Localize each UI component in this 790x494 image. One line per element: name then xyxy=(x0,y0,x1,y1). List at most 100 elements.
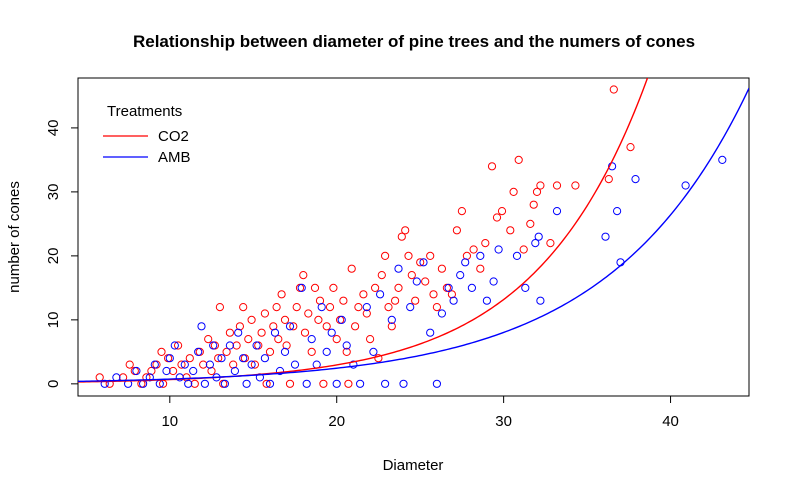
data-point xyxy=(194,347,203,356)
plot-area-frame xyxy=(77,77,750,397)
data-point xyxy=(332,379,341,388)
x-tick-label: 30 xyxy=(495,413,512,430)
data-point xyxy=(260,354,269,363)
data-point xyxy=(132,366,141,376)
data-point xyxy=(307,347,316,356)
data-point xyxy=(220,379,229,388)
data-point xyxy=(461,258,470,267)
data-point xyxy=(681,181,690,190)
data-point xyxy=(300,328,310,337)
data-point xyxy=(215,303,224,312)
data-point xyxy=(244,335,253,344)
data-point xyxy=(130,366,139,376)
data-point xyxy=(487,162,497,171)
series-co2 xyxy=(95,85,635,388)
data-point xyxy=(397,232,406,241)
data-point xyxy=(394,264,403,273)
data-point xyxy=(482,296,491,305)
data-point xyxy=(147,366,156,376)
data-point xyxy=(371,283,380,292)
data-point xyxy=(401,226,410,235)
data-point xyxy=(469,245,478,254)
data-point xyxy=(336,315,345,324)
legend-label-co2: CO2 xyxy=(158,128,189,145)
data-point xyxy=(280,347,290,356)
data-point xyxy=(412,277,421,286)
data-point xyxy=(342,347,351,356)
data-point xyxy=(242,379,251,388)
data-point xyxy=(476,251,485,260)
legend: Treatments CO2 AMB xyxy=(103,103,191,166)
data-point xyxy=(344,379,353,388)
data-point xyxy=(254,341,263,350)
data-point xyxy=(356,379,365,388)
data-point xyxy=(310,283,320,292)
data-point xyxy=(521,283,530,292)
data-point xyxy=(531,239,540,248)
data-point xyxy=(339,296,348,305)
data-point xyxy=(200,379,209,388)
legend-title: Treatments xyxy=(107,103,182,120)
chart-title: Relationship between diameter of pine tr… xyxy=(133,32,695,51)
data-point xyxy=(275,366,285,376)
data-point xyxy=(285,379,295,388)
y-tick-label: 30 xyxy=(45,184,62,201)
data-point xyxy=(609,85,618,94)
data-point xyxy=(209,341,218,350)
data-point xyxy=(529,200,538,209)
data-point xyxy=(514,155,523,164)
y-axis: 0 10 20 30 40 xyxy=(45,120,78,388)
data-point xyxy=(190,379,199,388)
data-point xyxy=(240,354,249,363)
data-point xyxy=(404,251,413,260)
data-point xyxy=(152,360,161,369)
data-point xyxy=(285,322,295,331)
data-point xyxy=(157,347,166,356)
data-point xyxy=(366,335,375,344)
data-point xyxy=(377,271,386,280)
data-point xyxy=(280,315,290,324)
data-point xyxy=(247,315,256,324)
data-point xyxy=(526,219,535,228)
data-point xyxy=(197,322,206,331)
data-point xyxy=(95,373,104,382)
data-point xyxy=(494,245,503,254)
data-point xyxy=(387,315,396,324)
data-point xyxy=(302,379,311,388)
data-point xyxy=(139,379,148,388)
data-point xyxy=(381,251,390,260)
data-point xyxy=(362,309,371,318)
data-point xyxy=(277,290,286,299)
data-point xyxy=(411,296,420,305)
data-point xyxy=(452,226,461,235)
data-point xyxy=(274,335,283,344)
data-point xyxy=(426,328,435,337)
data-point xyxy=(456,271,465,280)
data-point xyxy=(432,379,441,388)
data-point xyxy=(327,328,336,337)
data-point xyxy=(232,341,241,350)
data-point xyxy=(387,322,396,331)
data-point xyxy=(292,303,301,312)
data-point xyxy=(512,251,522,260)
legend-label-amb: AMB xyxy=(158,149,191,166)
data-point xyxy=(199,360,208,369)
data-point xyxy=(442,283,451,292)
data-point xyxy=(519,245,528,254)
data-point xyxy=(234,328,243,337)
data-point xyxy=(225,328,234,337)
data-point xyxy=(536,296,545,305)
data-point xyxy=(362,303,371,312)
data-point xyxy=(262,379,271,388)
data-point xyxy=(219,379,228,388)
data-point xyxy=(354,303,363,312)
y-tick-label: 10 xyxy=(45,312,62,329)
data-point xyxy=(437,309,446,318)
data-point xyxy=(195,347,204,356)
data-point xyxy=(257,328,266,337)
data-point xyxy=(536,181,545,190)
data-point xyxy=(299,271,308,280)
data-point xyxy=(481,239,490,248)
fit-curve-amb xyxy=(78,87,749,383)
